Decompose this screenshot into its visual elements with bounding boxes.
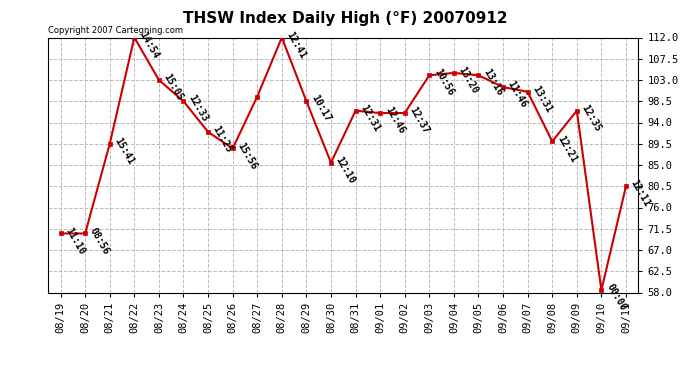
Text: 12:41: 12:41: [284, 30, 308, 60]
Text: 15:56: 15:56: [235, 141, 259, 171]
Text: 12:35: 12:35: [580, 103, 603, 134]
Text: 11:10: 11:10: [63, 226, 87, 256]
Text: 12:11: 12:11: [629, 178, 652, 209]
Text: 15:41: 15:41: [112, 136, 136, 166]
Text: 13:16: 13:16: [481, 68, 504, 98]
Text: 12:46: 12:46: [383, 105, 406, 136]
Text: 08:56: 08:56: [88, 226, 111, 256]
Text: 13:20: 13:20: [457, 65, 480, 96]
Text: 14:54: 14:54: [137, 30, 161, 60]
Text: 12:31: 12:31: [358, 103, 382, 134]
Text: 13:31: 13:31: [531, 84, 554, 114]
Text: 11:25: 11:25: [211, 124, 234, 154]
Text: 10:17: 10:17: [309, 93, 333, 124]
Text: Copyright 2007 Cartegning.com: Copyright 2007 Cartegning.com: [48, 26, 184, 35]
Text: 12:21: 12:21: [555, 134, 578, 164]
Text: 12:33: 12:33: [186, 93, 210, 124]
Text: 11:46: 11:46: [506, 79, 529, 110]
Text: 12:37: 12:37: [408, 105, 431, 136]
Text: 15:05: 15:05: [161, 72, 185, 103]
Text: 12:10: 12:10: [334, 155, 357, 185]
Text: 00:00: 00:00: [604, 282, 627, 313]
Text: 10:56: 10:56: [432, 68, 455, 98]
Text: THSW Index Daily High (°F) 20070912: THSW Index Daily High (°F) 20070912: [183, 11, 507, 26]
